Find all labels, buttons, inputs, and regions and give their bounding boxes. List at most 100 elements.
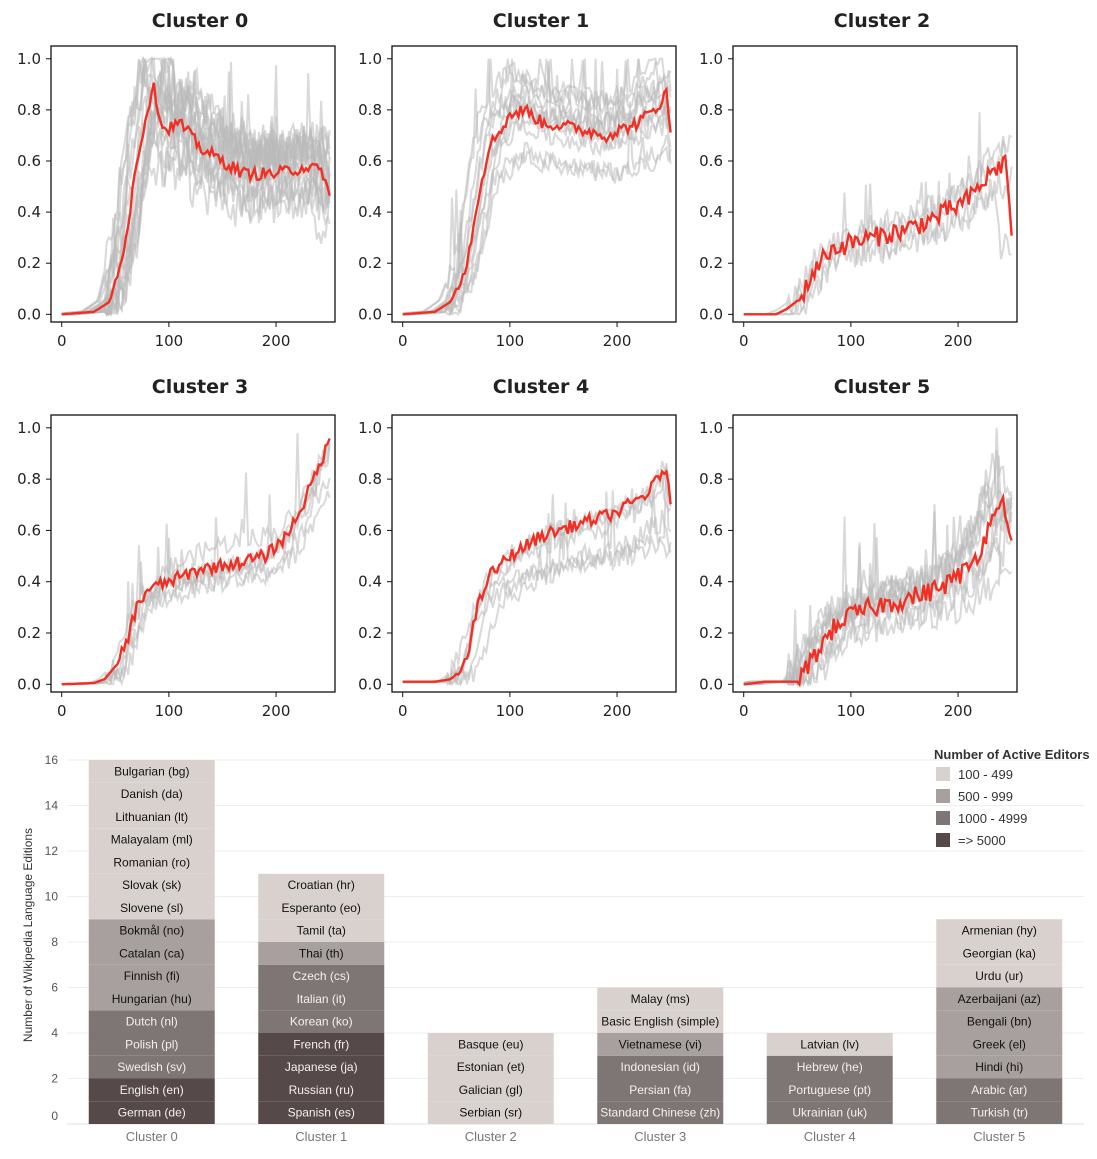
bar-segment-label: Standard Chinese (zh) (600, 1106, 720, 1120)
legend-swatch (936, 811, 950, 825)
cluster-4-ytick-label: 1.0 (358, 419, 382, 437)
bar-segment (936, 1033, 1063, 1056)
cluster-5-gray-line (743, 427, 1013, 687)
bar-segment-label: Indonesian (id) (621, 1060, 700, 1074)
bar-segment (427, 1055, 554, 1079)
cluster-2-ytick-label: 0.6 (699, 152, 723, 170)
cluster-1-ytick-label: 0.8 (358, 101, 382, 119)
bar-category-label: Cluster 5 (973, 1129, 1025, 1144)
cluster-5-ytick-label: 0.2 (699, 624, 723, 642)
bar-segment-label: English (en) (120, 1083, 184, 1097)
bar-segment (88, 1101, 215, 1124)
bar-segment (88, 1055, 215, 1079)
cluster-1-ytick-label: 0.0 (358, 305, 382, 323)
legend-label: 500 - 999 (958, 789, 1013, 804)
cluster-4-gray-line (402, 472, 672, 687)
cluster-4-mean-line (402, 469, 672, 683)
cluster-3-xtick-label: 0 (57, 702, 67, 720)
cluster-0-xtick-label: 200 (262, 332, 291, 350)
bar-segment (88, 919, 215, 942)
cluster-3-mean-line (61, 438, 331, 686)
cluster-3-xtick-label: 200 (262, 702, 291, 720)
bar-segment (88, 1010, 215, 1033)
bar-segment-label: Japanese (ja) (285, 1060, 358, 1074)
bar-segment-label: Latvian (lv) (800, 1037, 859, 1051)
cluster-1-title: Cluster 1 (493, 10, 589, 32)
bar-segment-label: Hindi (hi) (975, 1060, 1023, 1074)
cluster-2-panel: Cluster 2 0.0 0.2 0.4 0.6 0.8 1.0 0 100 200 (699, 10, 1018, 350)
cluster-4-panel: Cluster 4 0.0 0.2 0.4 0.6 0.8 1.0 0 100 200 (358, 376, 677, 720)
bar-segment-label: French (fr) (293, 1037, 349, 1051)
bar-segment-label: Galician (gl) (459, 1083, 523, 1097)
bar-ytick-label: 14 (45, 799, 59, 813)
cluster-0-frame (50, 45, 336, 323)
cluster-3-panel: Cluster 3 0.0 0.2 0.4 0.6 0.8 1.0 0 100 200 (17, 376, 336, 720)
cluster-4-xtick-label: 200 (603, 702, 632, 720)
bar-segment (597, 1033, 724, 1056)
bar-segment-label: Catalan (ca) (119, 946, 184, 960)
cluster-5-ytick-label: 0.8 (699, 470, 723, 488)
cluster-4-gray-line (402, 462, 672, 688)
bar-segment-label: Swedish (sv) (117, 1060, 186, 1074)
bar-segment (258, 964, 385, 988)
cluster-0-ytick-label: 0.4 (17, 203, 41, 221)
cluster-1-gray-line (402, 145, 672, 316)
cluster-4-title: Cluster 4 (493, 376, 589, 398)
cluster-5-ytick-label: 1.0 (699, 419, 723, 437)
bar-segment-label: Portuguese (pt) (788, 1083, 871, 1097)
bar-segment-label: Romanian (ro) (113, 855, 190, 869)
legend-swatch (936, 789, 950, 803)
bar-segment-label: Russian (ru) (289, 1083, 354, 1097)
bar-segment-label: Greek (el) (973, 1037, 1026, 1051)
cluster-5-title: Cluster 5 (834, 376, 930, 398)
bar-segment (88, 964, 215, 988)
cluster-1-ytick-label: 0.6 (358, 152, 382, 170)
bar-segment (258, 1010, 385, 1033)
bar-segment (88, 896, 215, 920)
cluster-1-ytick-label: 0.4 (358, 203, 382, 221)
bar-segment-label: Danish (da) (121, 787, 183, 801)
cluster-3-ytick-label: 0.6 (17, 521, 41, 539)
cluster-5-mean-line (743, 492, 1013, 688)
cluster-4-gray-line (402, 490, 672, 685)
bar-category-label: Cluster 3 (634, 1129, 686, 1144)
bar-segment-label: Esperanto (eo) (282, 901, 361, 915)
bar-segment (427, 1033, 554, 1056)
cluster-5-xtick-label: 100 (837, 702, 866, 720)
bar-segment (88, 873, 215, 897)
cluster-0-xtick-label: 100 (155, 332, 184, 350)
bar-segment (88, 1078, 215, 1102)
bar-segment-label: Ukrainian (uk) (792, 1106, 867, 1120)
cluster-5-xtick-label: 200 (944, 702, 973, 720)
bar-segment (427, 1078, 554, 1102)
cluster-4-ytick-label: 0.0 (358, 675, 382, 693)
bar-segment (597, 1055, 724, 1079)
cluster-1-gray-line (402, 101, 672, 316)
bar-segment (258, 1078, 385, 1102)
cluster-3-ytick-label: 0.4 (17, 573, 41, 591)
cluster-4-xtick-label: 100 (496, 702, 525, 720)
bar-segment-label: Estonian (et) (457, 1060, 525, 1074)
bar-segment (427, 1101, 554, 1124)
bar-segment (936, 1010, 1063, 1033)
bar-ytick-label: 0 (51, 1109, 58, 1123)
bar-category-label: Cluster 4 (804, 1129, 856, 1144)
bar-segment (936, 1101, 1063, 1124)
cluster-4-xtick-label: 0 (398, 702, 408, 720)
legend-swatch (936, 833, 950, 847)
cluster-2-gray-line (743, 134, 1012, 316)
cluster-3-ytick-label: 0.8 (17, 470, 41, 488)
bar-segment-label: Finnish (fi) (124, 969, 180, 983)
cluster-5-panel: Cluster 5 0.0 0.2 0.4 0.6 0.8 1.0 0 100 200 (699, 376, 1018, 720)
bar-segment-label: Basic English (simple) (601, 1015, 719, 1029)
cluster-2-ytick-label: 1.0 (699, 50, 723, 68)
bar-ytick-label: 12 (45, 844, 59, 858)
cluster-1-xtick-label: 100 (496, 332, 525, 350)
cluster-3-ytick-label: 1.0 (17, 419, 41, 437)
bar-segment-label: Arabic (ar) (971, 1083, 1027, 1097)
bar-segment (597, 1078, 724, 1102)
bar-segment (88, 942, 215, 965)
bar-segment (597, 1010, 724, 1033)
